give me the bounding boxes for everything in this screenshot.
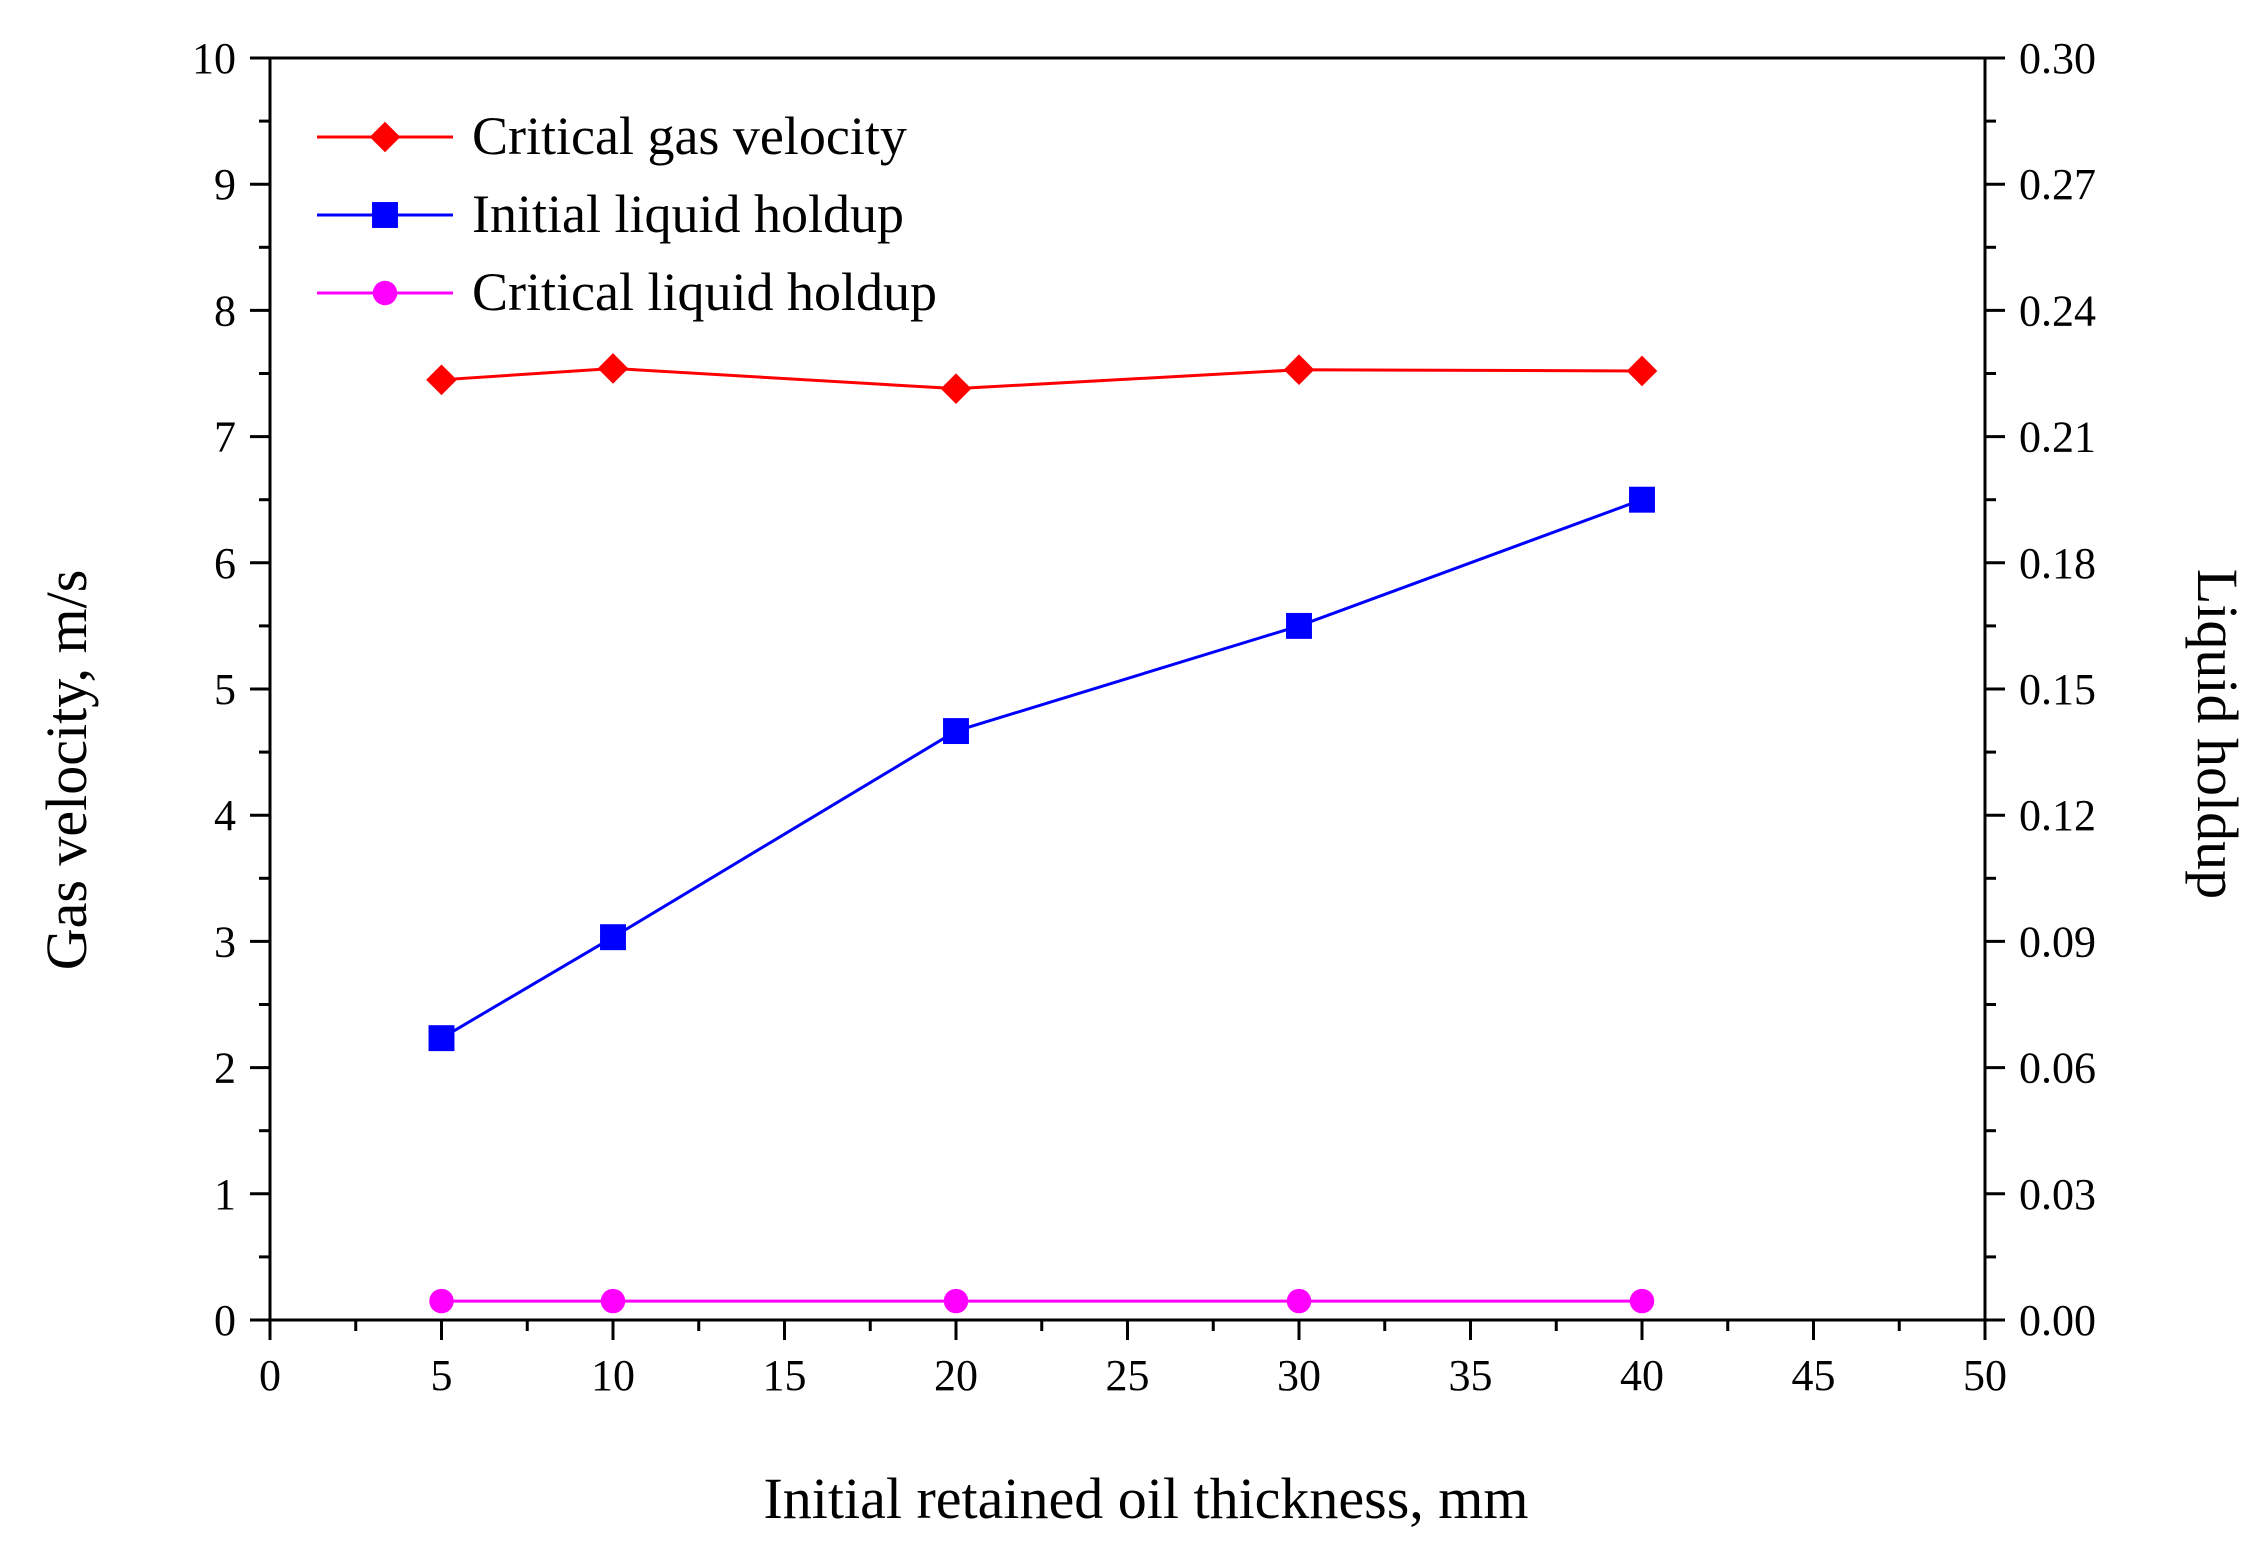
data-point (597, 353, 629, 384)
left-y-tick-label: 3 (214, 917, 236, 966)
data-point (428, 1025, 455, 1052)
left-y-tick-label: 0 (214, 1296, 236, 1345)
right-y-tick-label: 0.06 (2019, 1044, 2096, 1093)
series-1 (426, 353, 1658, 404)
x-axis-title: Initial retained oil thickness, mm (763, 1466, 1528, 1531)
data-point (600, 924, 626, 951)
x-tick-label: 15 (763, 1351, 807, 1400)
legend-label: Critical gas velocity (472, 106, 907, 166)
legend-marker (372, 202, 398, 228)
series-2 (428, 486, 1655, 1052)
x-tick-label: 35 (1449, 1351, 1493, 1400)
left-y-tick-label: 10 (192, 34, 236, 83)
data-point (1629, 1288, 1655, 1314)
right-y-tick-label: 0.15 (2019, 665, 2096, 714)
axes: 0 5 10 15 20 25 30 35 40 45 500123456789100.000.03… (192, 34, 2096, 1400)
x-tick-label: 20 (934, 1351, 978, 1400)
left-y-tick-label: 6 (214, 539, 236, 588)
right-y-tick-label: 0.27 (2019, 160, 2096, 209)
left-y-tick-label: 2 (214, 1044, 236, 1093)
left-y-tick-label: 5 (214, 665, 236, 714)
left-y-axis-title: Gas velocity, m/s (34, 570, 99, 971)
right-y-tick-label: 0.21 (2019, 413, 2096, 462)
legend-label: Critical liquid holdup (472, 262, 937, 322)
right-y-tick-label: 0.24 (2019, 286, 2096, 335)
series-3 (429, 1288, 1655, 1314)
right-y-tick-label: 0.03 (2019, 1170, 2096, 1219)
right-y-tick-label: 0.12 (2019, 791, 2096, 840)
data-point (943, 1288, 969, 1314)
x-tick-label: 30 (1277, 1351, 1321, 1400)
legend-label: Initial liquid holdup (472, 184, 904, 244)
left-y-tick-label: 9 (214, 160, 236, 209)
right-y-tick-label: 0.00 (2019, 1296, 2096, 1345)
data-point (426, 364, 457, 396)
legend-marker (369, 121, 401, 153)
x-tick-label: 45 (1792, 1351, 1836, 1400)
data-point (943, 718, 969, 745)
x-tick-label: 50 (1963, 1351, 2007, 1400)
data-point (1626, 355, 1658, 387)
data-point (1283, 354, 1315, 386)
right-y-axis-title: Liquid holdup (2185, 569, 2248, 899)
x-tick-label: 40 (1620, 1351, 1664, 1400)
data-point (1286, 1288, 1312, 1314)
legend-item: Critical gas velocity (317, 106, 907, 166)
data-point (1286, 612, 1312, 639)
x-tick-label: 25 (1106, 1351, 1150, 1400)
plot-area (426, 353, 1658, 1314)
legend-item: Critical liquid holdup (317, 262, 937, 322)
data-point (600, 1288, 626, 1314)
legend-marker (372, 280, 398, 306)
data-point (940, 373, 972, 404)
right-y-tick-label: 0.30 (2019, 34, 2096, 83)
right-y-tick-label: 0.09 (2019, 917, 2096, 966)
right-y-tick-label: 0.18 (2019, 539, 2096, 588)
data-point (429, 1288, 454, 1314)
x-tick-label: 0 (259, 1351, 281, 1400)
left-y-tick-label: 8 (214, 286, 236, 335)
left-y-tick-label: 4 (214, 791, 236, 840)
left-y-tick-label: 7 (214, 413, 236, 462)
legend-item: Initial liquid holdup (317, 184, 904, 244)
legend: Critical gas velocity Initial liquid hold… (317, 106, 937, 322)
data-point (1629, 486, 1655, 513)
x-tick-label: 10 (591, 1351, 635, 1400)
left-y-tick-label: 1 (214, 1170, 236, 1219)
x-tick-label: 5 (431, 1351, 453, 1400)
